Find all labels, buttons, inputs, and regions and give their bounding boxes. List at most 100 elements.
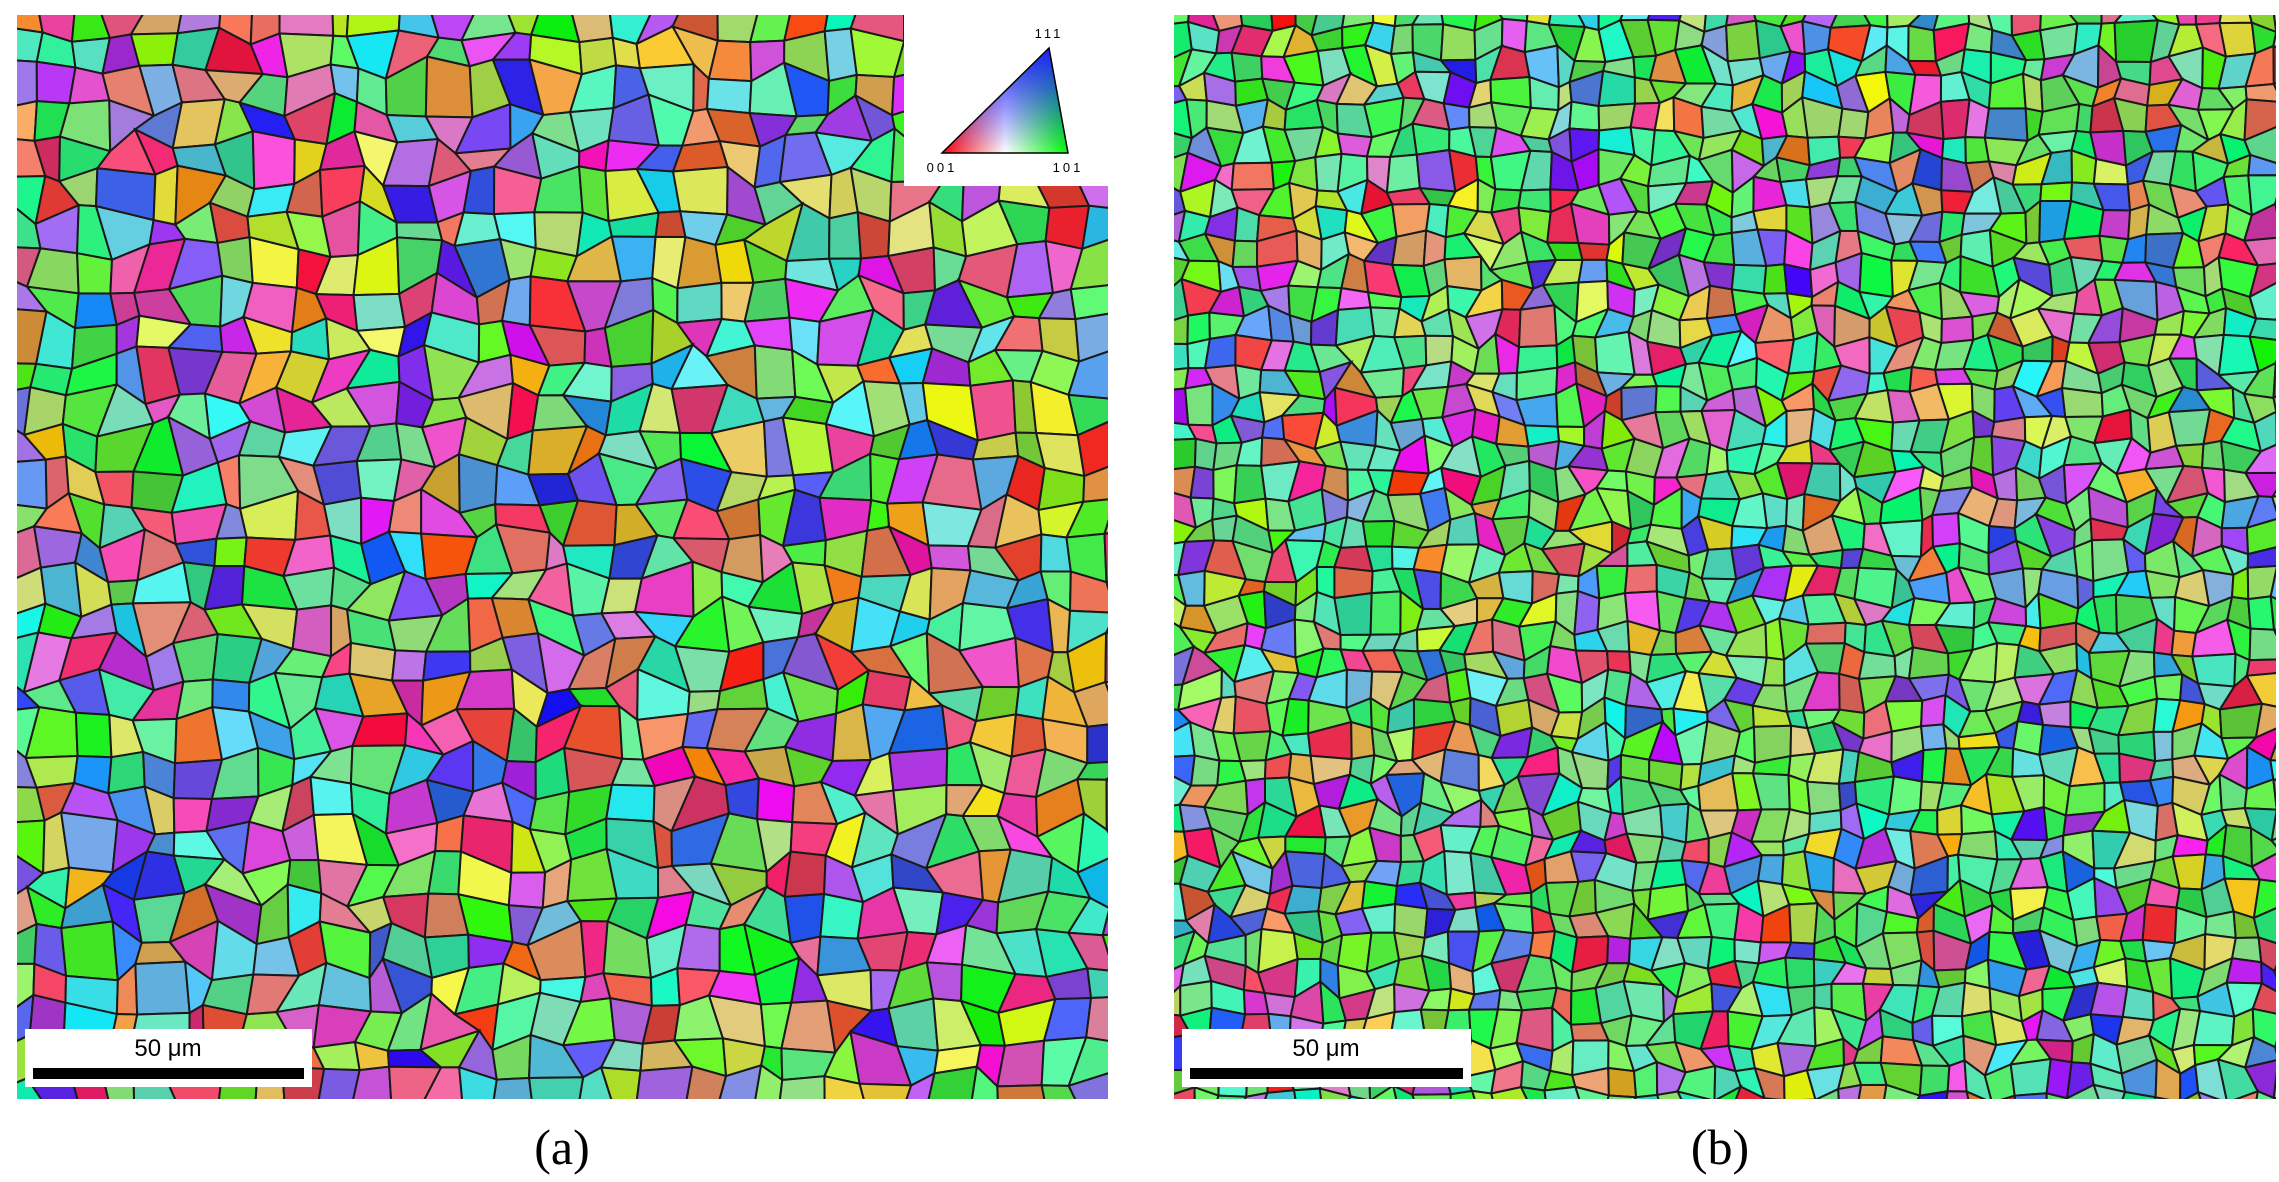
grain [706,1118,760,1162]
legend-label: 111 [1035,26,1064,41]
grain [2225,957,2263,985]
grain [2272,628,2276,637]
grain [685,1065,728,1099]
grain [2154,1096,2170,1099]
grain [1783,941,1816,961]
grain [464,1113,493,1144]
grain [1105,580,1108,591]
grain [1336,286,1372,312]
grain [1543,1085,1581,1099]
grain [1733,938,1762,965]
grain [211,678,251,713]
grain [1318,1087,1353,1099]
grain [2269,594,2276,631]
grain [2243,443,2276,475]
grain [2272,44,2276,86]
grain [59,811,119,874]
grain [185,1122,216,1156]
grain [1216,1094,1248,1099]
grain [2273,202,2276,212]
grain [1607,1066,1638,1099]
grain [1111,1066,1162,1119]
grain [1784,492,1806,533]
grain [2245,658,2276,677]
grain [1857,651,1897,681]
grain [1761,492,1789,530]
scale-bar [33,1068,304,1079]
grain [1411,1093,1452,1099]
grain [2272,1096,2276,1099]
grain [1238,759,1267,782]
grain [1369,590,1402,636]
grain [213,536,248,568]
grain [1347,1095,1368,1099]
grain [2073,538,2095,583]
grain [1568,100,1601,132]
grain [1940,315,1975,345]
grain [635,1065,694,1099]
grain [1069,238,1108,291]
grain [705,77,753,115]
grain [1654,385,1682,414]
grain [2243,1035,2276,1069]
grain [2089,981,2129,1019]
grain [1114,237,1163,297]
grain [2245,518,2276,556]
grain [1861,967,1895,987]
grain [1117,997,1156,1043]
grain [1385,153,1421,194]
grain [1284,850,1326,890]
grain [2255,1089,2276,1099]
grain [1920,693,1947,728]
grain [1655,1090,1683,1099]
grain [352,1065,393,1099]
grain [1101,910,1108,937]
grain [1119,95,1158,138]
grain [2269,566,2276,600]
grain [1753,1066,1786,1099]
grain [783,850,827,898]
grain [2268,741,2276,762]
grain [1121,1118,1156,1162]
grain [2272,1070,2276,1099]
grain [599,1066,642,1099]
grain [1076,420,1108,478]
grain [1963,1058,1993,1099]
scale-bar-a: 50 μm [25,1029,312,1087]
grain [2065,1083,2100,1099]
grain [1802,1098,1817,1099]
grain [1110,852,1157,908]
grain [753,344,797,400]
grain [866,498,891,532]
grain [2191,652,2237,688]
grain [927,1065,979,1099]
grain [17,1076,43,1099]
grain [2252,907,2276,945]
legend-label: 001 [927,160,958,175]
grain [1067,350,1108,400]
grain [1762,263,1789,295]
grain [1370,1084,1398,1099]
grain [352,292,407,333]
grain [317,1107,350,1153]
grain [285,1107,325,1161]
grain [1072,680,1108,728]
grain [278,15,335,37]
grain [1945,1090,1970,1099]
grain [309,775,354,817]
grain [925,1117,969,1160]
grain [2154,1057,2182,1099]
grain [391,649,428,682]
grain [1883,1083,1922,1099]
grain [1292,1087,1323,1099]
grain [2274,1045,2276,1055]
grain [1806,780,1842,816]
grain [1623,563,1658,595]
grain [780,999,837,1054]
grain [1105,778,1108,832]
grain [1103,519,1108,536]
grain [423,1103,469,1160]
grain [458,1065,498,1099]
grain [996,1039,1046,1088]
grain [1391,229,1428,267]
